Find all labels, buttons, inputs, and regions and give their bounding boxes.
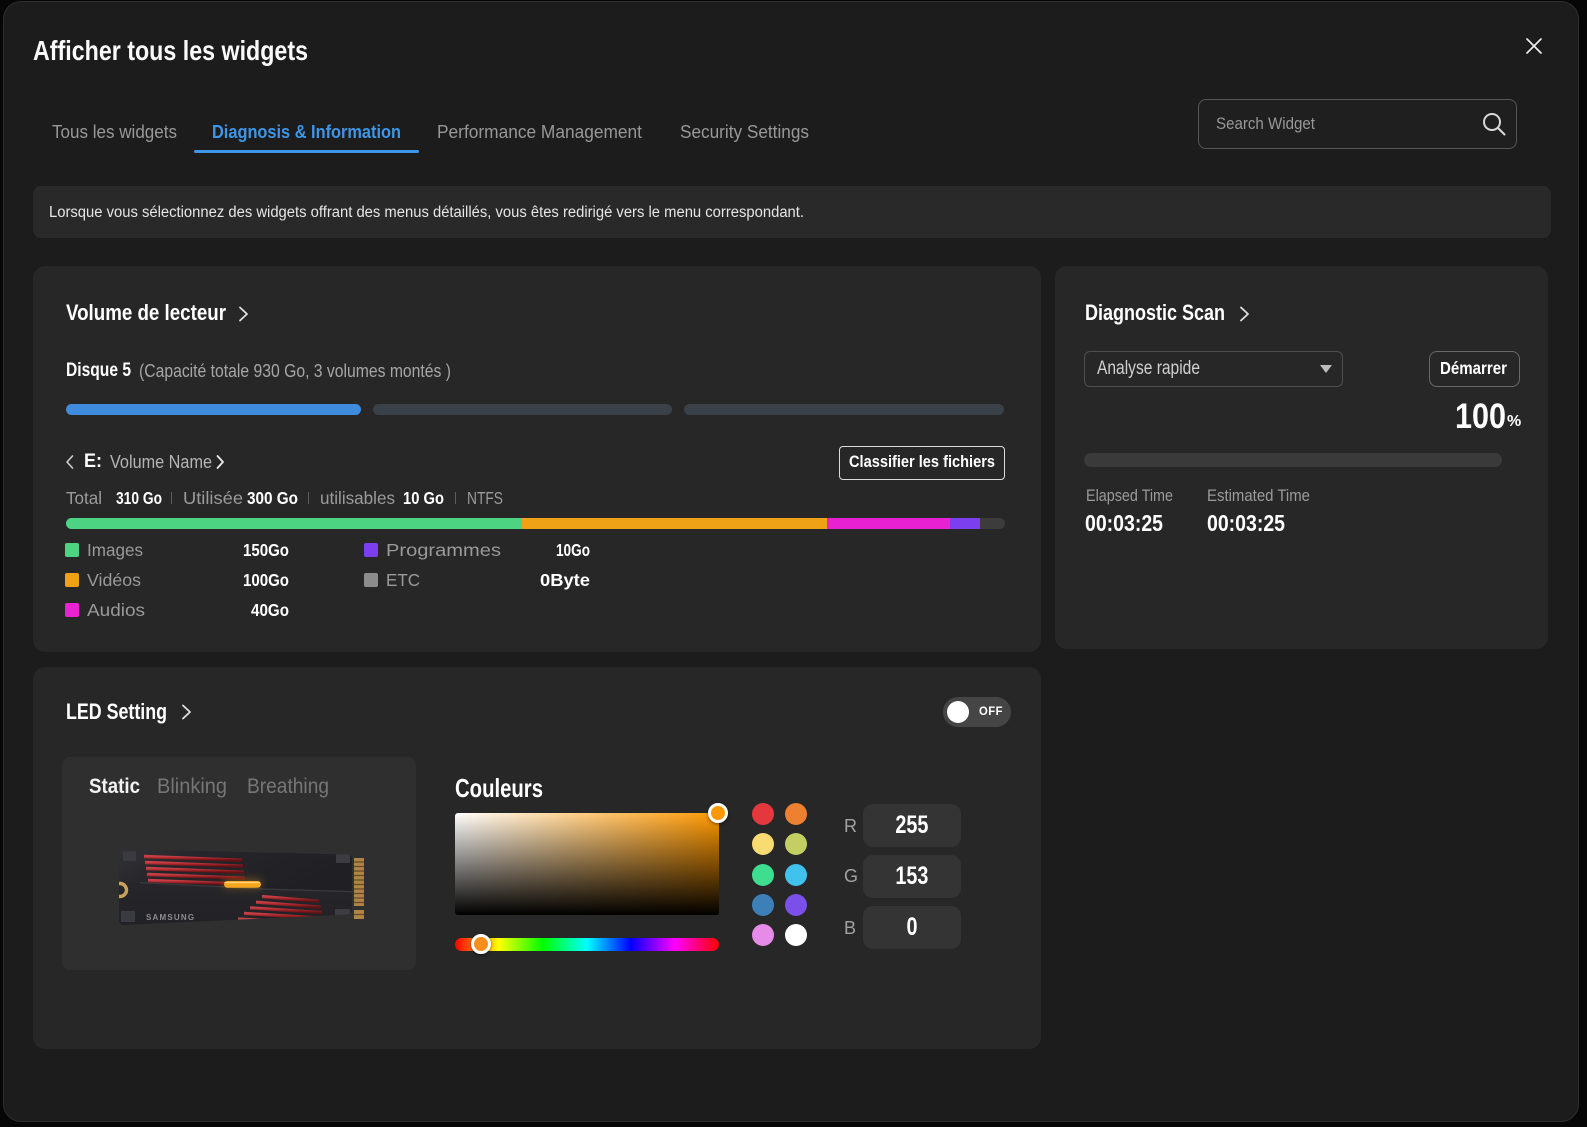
svg-text:SAMSUNG: SAMSUNG — [146, 913, 195, 922]
